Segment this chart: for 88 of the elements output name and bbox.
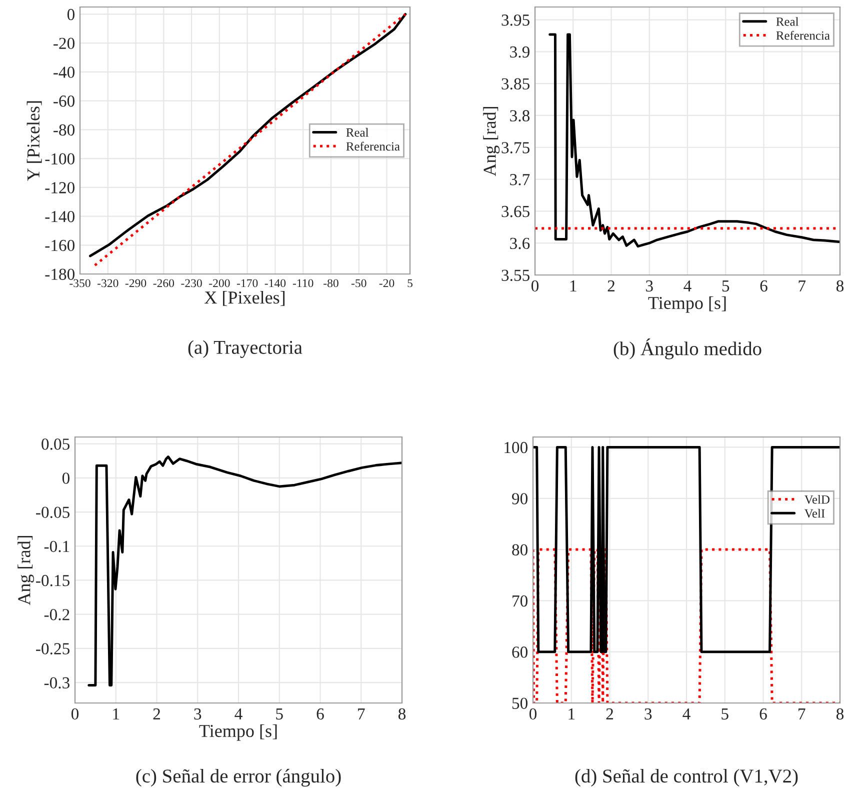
- x-tick-label: 7: [798, 280, 806, 292]
- text: (a) Trayectoria: [188, 340, 302, 358]
- y-tick-label: -0.05: [36, 506, 70, 518]
- y-tick-label: 90: [512, 493, 528, 504]
- y-tick-label: 3.85: [502, 78, 530, 90]
- y-tick-label: 60: [512, 646, 528, 658]
- x-tick-label: -110: [292, 279, 314, 288]
- x-tick-label: -50: [351, 279, 366, 288]
- y-axis-title: Y [Pixeles]: [26, 101, 42, 181]
- y-tick-label: 50: [512, 698, 528, 709]
- x-tick-label: -290: [125, 279, 146, 288]
- x-axis-title: Tiempo [s]: [648, 296, 726, 313]
- legend-label: VelD: [804, 494, 830, 504]
- x-tick-label: 8: [836, 280, 844, 292]
- y-tick-label: 0.05: [42, 438, 70, 450]
- y-tick-label: 3.55: [502, 270, 530, 282]
- line-series: [88, 456, 402, 687]
- y-tick-label: -140: [45, 210, 75, 222]
- y-axis-title: Ang [rad]: [18, 536, 34, 606]
- x-tick-label: 6: [760, 280, 768, 292]
- text: (b) Ángulo medido: [614, 338, 762, 360]
- x-tick-label: 5: [722, 280, 730, 292]
- x-tick-label: -350: [70, 279, 90, 288]
- x-tick-label: -320: [98, 279, 118, 288]
- legend-label: Real: [776, 17, 799, 26]
- y-tick-label: 80: [512, 544, 528, 556]
- text: (d) Señal de control (V1,V2): [575, 768, 798, 787]
- y-tick-label: -20: [54, 38, 75, 50]
- y-tick-label: -0.25: [36, 643, 70, 654]
- x-tick-label: 7: [358, 708, 365, 720]
- x-tick-label: -170: [236, 279, 258, 288]
- y-tick-label: 3.95: [502, 14, 530, 26]
- x-tick-label: 6: [760, 708, 767, 720]
- x-tick-label: 1: [570, 280, 576, 292]
- x-tick-label: 1: [113, 708, 120, 720]
- y-tick-label: 0: [62, 472, 70, 484]
- x-tick-label: 4: [682, 708, 690, 720]
- y-tick-label: 70: [512, 595, 528, 607]
- x-tick-label: 7: [798, 708, 806, 720]
- y-tick-label: -0.1: [44, 540, 70, 552]
- legend-label: Referencia: [776, 30, 830, 40]
- x-tick-label: 0: [531, 280, 539, 292]
- y-tick-label: -0.15: [36, 574, 70, 586]
- legend-label: Referencia: [346, 142, 400, 151]
- y-tick-label: 3.6: [510, 238, 530, 250]
- x-tick-label: -80: [324, 279, 338, 288]
- x-tick-label: 3: [644, 708, 652, 720]
- x-tick-label: -230: [181, 279, 202, 288]
- y-axis-title: Ang [rad]: [483, 106, 500, 176]
- legend-label: Real: [346, 128, 369, 137]
- y-tick-label: 3.75: [502, 142, 530, 154]
- y-tick-label: -120: [45, 182, 75, 194]
- x-tick-label: 5: [276, 708, 283, 720]
- x-axis-title: Tiempo [s]: [199, 724, 277, 741]
- y-tick-label: -40: [54, 66, 75, 78]
- x-tick-label: 1: [568, 708, 575, 720]
- x-axis-title: X [Pixeles]: [204, 290, 285, 306]
- x-tick-label: -200: [209, 279, 230, 288]
- x-tick-label: 8: [398, 708, 406, 720]
- y-tick-label: -100: [45, 153, 75, 164]
- x-tick-label: -260: [153, 279, 174, 288]
- y-tick-label: 3.65: [502, 206, 530, 218]
- x-tick-label: 8: [836, 708, 844, 720]
- x-tick-label: 6: [316, 708, 324, 720]
- y-tick-label: -0.3: [44, 677, 70, 689]
- x-tick-label: -20: [379, 279, 394, 288]
- y-tick-label: -160: [45, 240, 75, 252]
- x-tick-label: 5: [408, 279, 412, 288]
- x-tick-label: 2: [153, 708, 160, 720]
- legend-label: VelI: [804, 508, 825, 518]
- x-tick-label: 5: [722, 708, 728, 720]
- x-tick-label: 4: [684, 280, 692, 292]
- y-tick-label: 100: [504, 442, 528, 454]
- y-tick-label: -80: [54, 124, 75, 136]
- x-tick-label: 4: [234, 708, 242, 720]
- y-tick-label: -0.2: [44, 609, 70, 620]
- x-tick-label: 3: [194, 708, 202, 720]
- y-tick-label: 0: [67, 8, 75, 20]
- x-tick-label: 2: [608, 280, 614, 292]
- y-tick-label: -180: [45, 268, 75, 280]
- y-tick-label: 3.8: [510, 110, 530, 122]
- x-tick-label: 3: [646, 280, 653, 292]
- x-tick-label: 2: [606, 708, 613, 720]
- x-tick-label: -140: [264, 279, 286, 288]
- y-tick-label: -60: [54, 96, 75, 107]
- text: (c) Señal de error (ángulo): [136, 768, 341, 787]
- y-tick-label: 3.9: [510, 46, 530, 58]
- y-tick-label: 3.7: [510, 174, 530, 186]
